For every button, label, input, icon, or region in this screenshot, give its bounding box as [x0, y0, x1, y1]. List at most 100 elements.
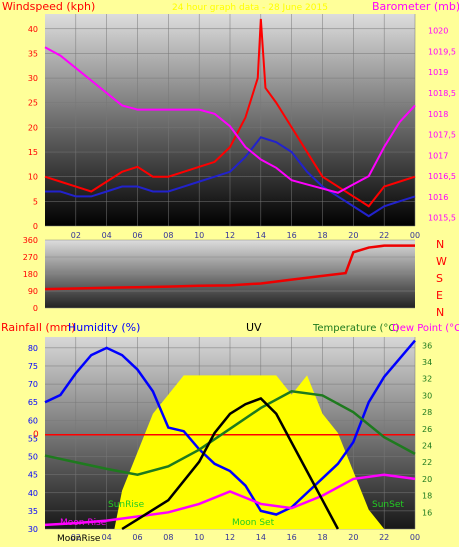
sunrise-label: SunRise: [108, 500, 145, 510]
y2-tick-label: 1018: [428, 110, 448, 119]
panel-wind-x-ticks: 02 04 06 08 10 12 14 16 18 20 22 00: [71, 231, 420, 240]
x-tick-label: 02: [71, 533, 81, 542]
y-tick-label: 0: [33, 304, 38, 313]
x-tick-label: 20: [348, 231, 358, 240]
rain-zero-label: 0: [33, 430, 39, 440]
panel-direction-series: [44, 244, 415, 291]
y-tick-label: 65: [28, 398, 38, 407]
x-tick-label: 22: [379, 231, 389, 240]
y-tick-label: 35: [28, 507, 38, 516]
x-tick-label: 08: [163, 533, 173, 542]
x-tick-label: 06: [132, 231, 142, 240]
windspeed-axis-label: Windspeed (kph): [2, 0, 95, 13]
y-tick-label: 180: [23, 270, 38, 279]
x-tick-label: 10: [194, 231, 204, 240]
y2-tick-label: 26: [422, 425, 432, 434]
x-tick-label: 22: [379, 533, 389, 542]
y-tick-label: 25: [28, 99, 38, 108]
y2-tick-label: 1019,5: [428, 47, 456, 56]
y2-tick-label: 1016: [428, 193, 448, 202]
y-tick-label: 45: [28, 471, 38, 480]
y-tick-label: 270: [23, 253, 38, 262]
uv-label: UV: [246, 321, 262, 334]
y2-tick-label: 20: [422, 475, 432, 484]
direction-line: [44, 244, 415, 291]
panel-wind-y-ticks: 0 5 10 15 20 25 30 35 40: [28, 25, 38, 231]
x-tick-label: 10: [194, 533, 204, 542]
y-tick-label: 40: [28, 489, 38, 498]
x-tick-label: 20: [348, 533, 358, 542]
x-tick-label: 16: [287, 533, 297, 542]
y-tick-label: 0: [33, 222, 38, 231]
y-tick-label: 80: [28, 344, 38, 353]
y2-tick-label: 30: [422, 391, 432, 400]
compass-label: S: [436, 272, 443, 285]
panel-wind-y2-ticks: 1015,5 1016 1016,5 1017 1017,5 1018 1018,5 1019…: [428, 27, 456, 223]
barometer-axis-label: Barometer (mb): [372, 0, 459, 13]
y2-tick-label: 1017,5: [428, 131, 456, 140]
panel-temp-x-ticks: 02 04 06 08 10 12 14 16 18 20 22 00: [71, 533, 420, 542]
panel-wind-series: [44, 18, 416, 218]
y2-tick-label: 1019: [428, 68, 448, 77]
x-tick-label: 18: [317, 533, 327, 542]
y-tick-label: 55: [28, 434, 38, 443]
series-line-1: [44, 389, 416, 477]
x-tick-label: 08: [163, 231, 173, 240]
y-tick-label: 40: [28, 25, 38, 34]
y2-tick-label: 1015,5: [428, 214, 456, 223]
series-line-4: [121, 396, 340, 531]
panel-temp-series: [44, 339, 416, 531]
sunset-label: SunSet: [372, 500, 404, 510]
series-line-0: [44, 339, 416, 516]
y-tick-label: 5: [33, 197, 38, 206]
humidity-label: Humidity (%): [68, 321, 140, 334]
x-tick-label: 04: [102, 533, 112, 542]
y-tick-label: 15: [28, 148, 38, 157]
y2-tick-label: 1018,5: [428, 89, 456, 98]
dew-point-label: Dew Point (°C): [392, 323, 459, 334]
y2-tick-label: 1017: [428, 151, 448, 160]
moonrise2-label: MoonRise: [57, 534, 101, 543]
x-tick-label: 16: [287, 231, 297, 240]
series-line-0: [44, 18, 416, 208]
y-tick-label: 60: [28, 416, 38, 425]
compass-label: N: [436, 238, 444, 251]
y-tick-label: 50: [28, 453, 38, 462]
y2-tick-label: 18: [422, 492, 432, 501]
x-tick-label: 18: [317, 231, 327, 240]
x-tick-label: 00: [410, 533, 420, 542]
y-tick-label: 30: [28, 525, 38, 534]
x-tick-label: 06: [132, 533, 142, 542]
chart-title: 24 hour graph data - 28 June 2015: [172, 3, 328, 13]
x-tick-label: 00: [410, 231, 420, 240]
x-tick-label: 12: [225, 533, 235, 542]
y2-tick-label: 1016,5: [428, 172, 456, 181]
compass-label: W: [436, 255, 447, 268]
panel-temp-y2-ticks: 16 18 20 22 24 26 28 30 32 34 36: [422, 341, 432, 517]
panel-direction-y-ticks: 0 90 180 270 360: [23, 236, 38, 313]
panel-direction-grid: [45, 239, 415, 309]
y2-tick-label: 36: [422, 341, 432, 350]
y2-tick-label: 34: [422, 358, 432, 367]
y2-tick-label: 24: [422, 442, 432, 451]
temperature-label: Temperature (°C): [312, 323, 399, 334]
series-line-2: [44, 46, 416, 194]
x-tick-label: 04: [102, 231, 112, 240]
y-tick-label: 20: [28, 123, 38, 132]
y-tick-label: 10: [28, 173, 38, 182]
y-tick-label: 30: [28, 74, 38, 83]
y-tick-label: 75: [28, 362, 38, 371]
y-tick-label: 90: [28, 287, 38, 296]
y2-tick-label: 32: [422, 375, 432, 384]
compass-label: E: [436, 289, 443, 302]
series-line-2: [44, 473, 416, 527]
panel-temp-y-ticks: 30 35 40 45 50 55 60 65 70 75 80: [28, 344, 38, 534]
y2-tick-label: 22: [422, 458, 432, 467]
x-tick-label: 14: [256, 533, 266, 542]
moonset-label: Moon Set: [232, 518, 275, 528]
y-tick-label: 35: [28, 49, 38, 58]
moonrise-label: Moon Rise: [60, 518, 107, 528]
x-tick-label: 12: [225, 231, 235, 240]
